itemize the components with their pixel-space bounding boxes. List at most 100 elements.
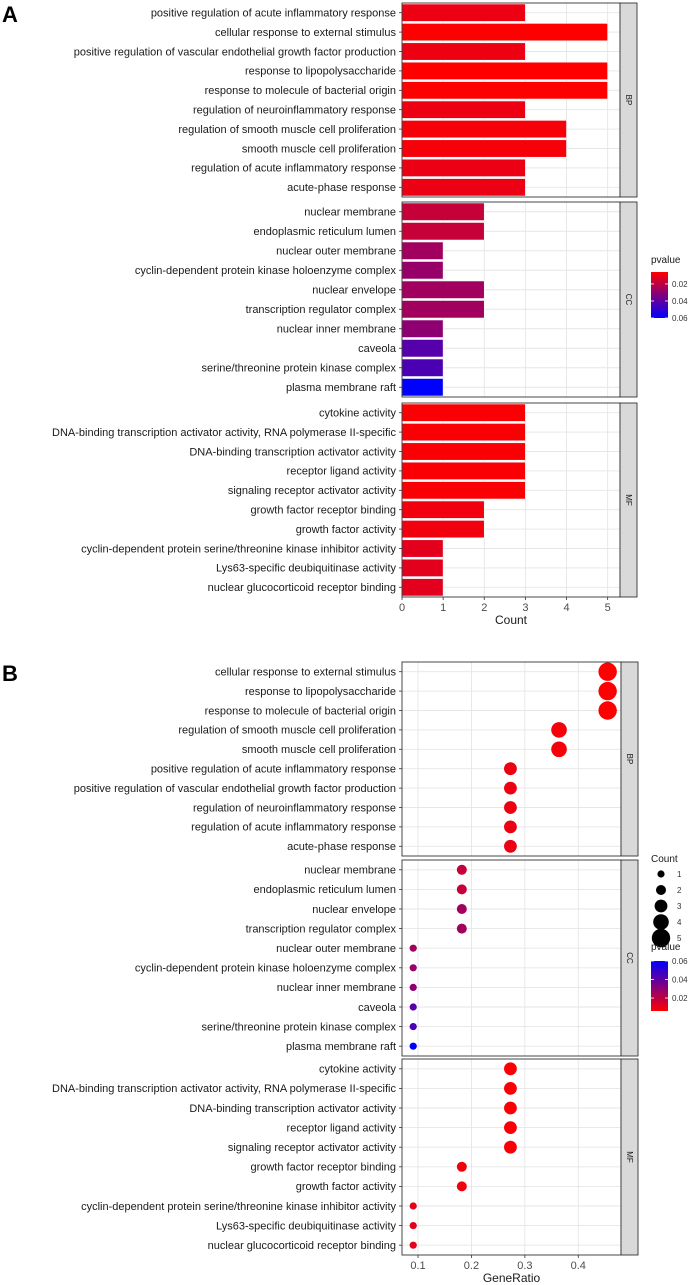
dot xyxy=(409,1003,417,1011)
facet-strip xyxy=(619,2,638,198)
category-label: nuclear membrane xyxy=(304,207,396,219)
category-label: regulation of acute inflammatory respons… xyxy=(191,163,396,175)
dot xyxy=(409,1023,417,1031)
dot xyxy=(456,923,467,934)
dot xyxy=(456,864,467,875)
category-label: DNA-binding transcription activator acti… xyxy=(52,427,396,439)
category-label: positive regulation of acute inflammator… xyxy=(151,764,396,776)
category-label: plasma membrane raft xyxy=(286,382,396,394)
category-label: cellular response to external stimulus xyxy=(215,27,396,39)
colorbar-tick-label: 0.04 xyxy=(672,976,688,985)
facet-strip-label: CC xyxy=(624,294,633,306)
category-label: acute-phase response xyxy=(287,182,396,194)
x-tick-label: 0.4 xyxy=(571,1260,586,1272)
bar xyxy=(401,158,526,177)
x-tick-label: 0 xyxy=(399,602,405,614)
bar xyxy=(401,578,444,597)
facet-strip-label: MF xyxy=(624,494,633,506)
facet-strip-label: CC xyxy=(625,952,634,964)
bar xyxy=(401,100,526,119)
dot xyxy=(551,722,567,738)
category-label: response to molecule of bacterial origin xyxy=(205,705,396,717)
dot xyxy=(456,1181,467,1192)
category-label: transcription regulator complex xyxy=(246,923,397,935)
legend-title: pvalue xyxy=(651,942,681,953)
category-label: cellular response to external stimulus xyxy=(215,667,396,679)
dot xyxy=(409,1222,417,1230)
category-label: smooth muscle cell proliferation xyxy=(242,744,396,756)
bar xyxy=(401,403,526,422)
category-label: nuclear membrane xyxy=(304,865,396,877)
legend-title: pvalue xyxy=(651,255,681,266)
category-label: cytokine activity xyxy=(319,408,397,420)
x-tick-label: 2 xyxy=(481,602,487,614)
size-legend-dot xyxy=(654,899,668,913)
category-label: response to molecule of bacterial origin xyxy=(205,85,396,97)
facet-strip-label: MF xyxy=(625,1151,634,1163)
panel-b-dot-plot: BP cellular response to external stimulus… xyxy=(52,661,688,1285)
dot xyxy=(504,1101,517,1115)
category-label: growth factor activity xyxy=(296,1181,397,1193)
x-axis-title: GeneRatio xyxy=(483,1271,541,1285)
x-tick-label: 0.3 xyxy=(517,1260,532,1272)
bar xyxy=(401,222,485,241)
category-label: signaling receptor activator activity xyxy=(228,1142,397,1154)
bar xyxy=(401,261,444,280)
bar xyxy=(401,539,444,558)
x-tick-label: 3 xyxy=(522,602,528,614)
category-label: nuclear glucocorticoid receptor binding xyxy=(208,1240,396,1252)
dot xyxy=(456,904,467,914)
category-label: plasma membrane raft xyxy=(286,1041,396,1053)
facet-strip xyxy=(619,402,638,598)
bar xyxy=(401,500,485,519)
dot xyxy=(409,1202,417,1210)
bar xyxy=(401,461,526,480)
facet-strip-label: BP xyxy=(625,754,634,765)
category-label: positive regulation of vascular endothel… xyxy=(74,783,396,795)
dot xyxy=(504,839,517,853)
facet-bp: BP xyxy=(401,661,639,857)
facet-strip xyxy=(620,1058,639,1256)
bar xyxy=(401,42,526,61)
category-label: regulation of neuroinflammatory response xyxy=(193,802,396,814)
dot xyxy=(598,662,617,681)
bar xyxy=(401,319,444,338)
bar xyxy=(401,339,444,358)
category-label: serine/threonine protein kinase complex xyxy=(202,1021,397,1033)
dot xyxy=(598,701,617,720)
facet-mf: MF xyxy=(401,1058,639,1256)
size-legend-dot xyxy=(653,914,669,930)
category-label: endoplasmic reticulum lumen xyxy=(254,226,396,238)
x-tick-label: 0.2 xyxy=(464,1260,479,1272)
category-label: cyclin-dependent protein serine/threonin… xyxy=(81,543,396,555)
colorbar-tick-label: 0.06 xyxy=(672,957,688,966)
dot xyxy=(409,983,417,992)
x-tick-label: 0.1 xyxy=(410,1260,425,1272)
category-label: Lys63-specific deubiquitinase activity xyxy=(216,1220,396,1232)
size-legend-label: 5 xyxy=(677,934,682,943)
category-label: cyclin-dependent protein kinase holoenzy… xyxy=(135,963,397,975)
x-tick-label: 5 xyxy=(605,602,611,614)
dot xyxy=(504,1121,517,1134)
dot xyxy=(551,741,567,758)
category-label: growth factor activity xyxy=(296,524,397,536)
bar xyxy=(401,423,526,442)
facet-mf: MF xyxy=(401,402,638,598)
dot xyxy=(504,1082,517,1095)
dot xyxy=(504,801,517,814)
category-label: positive regulation of vascular endothel… xyxy=(74,46,396,58)
dot xyxy=(504,1140,517,1154)
dot xyxy=(504,1062,517,1076)
facet-strip xyxy=(620,661,639,857)
category-label: receptor ligand activity xyxy=(287,466,397,478)
category-label: DNA-binding transcription activator acti… xyxy=(189,446,396,458)
category-label: regulation of acute inflammatory respons… xyxy=(191,822,396,834)
bar xyxy=(401,442,526,461)
bar xyxy=(401,61,608,80)
dot xyxy=(504,820,517,834)
legend-title: Count xyxy=(651,854,678,865)
colorbar-tick-label: 0.02 xyxy=(672,994,688,1003)
size-legend-label: 4 xyxy=(677,918,682,927)
category-label: nuclear outer membrane xyxy=(276,943,396,955)
size-legend-dot xyxy=(656,885,666,895)
